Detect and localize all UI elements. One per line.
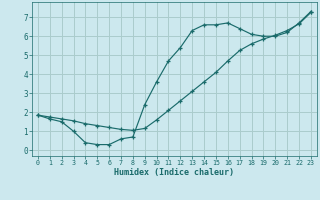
X-axis label: Humidex (Indice chaleur): Humidex (Indice chaleur)	[115, 168, 234, 177]
